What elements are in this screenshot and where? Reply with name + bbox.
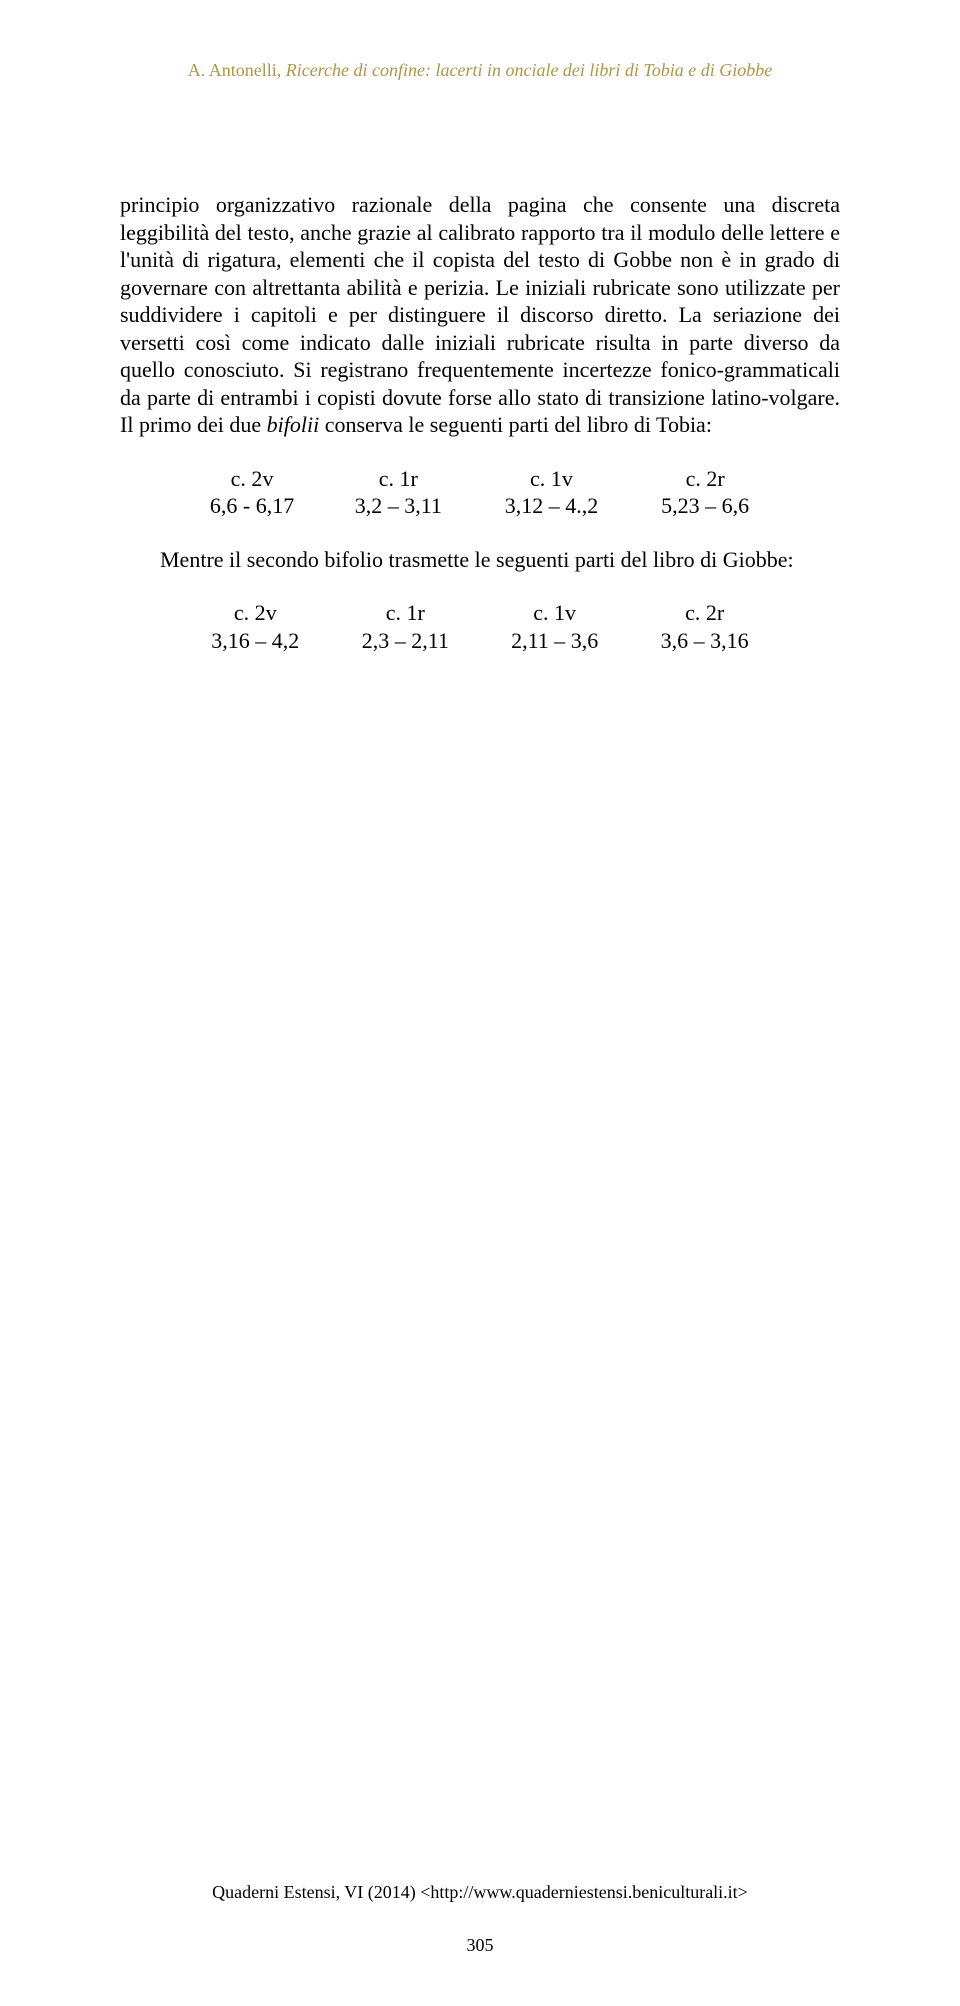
t2-h3b: v — [565, 600, 576, 625]
t2-h4b: r — [717, 600, 724, 625]
t2-h2b: r — [418, 600, 425, 625]
mid-paragraph: Mentre il secondo bifolio trasmette le s… — [120, 546, 840, 574]
page-footer: Quaderni Estensi, VI (2014) <http://www.… — [0, 1882, 960, 1956]
t1-h2a: c. 1 — [379, 466, 411, 491]
mid-post: trasmette le seguenti parti del libro di… — [383, 547, 794, 572]
mid-pre: Mentre il secondo — [160, 547, 324, 572]
t1-v1: 6,6 - 6,17 — [210, 493, 294, 518]
t1-v2: 3,2 – 3,11 — [355, 493, 442, 518]
page: A. Antonelli, Ricerche di confine: lacer… — [0, 0, 960, 2006]
footer-citation: Quaderni Estensi, VI (2014) <http://www.… — [0, 1882, 960, 1903]
t2-h1b: v — [266, 600, 277, 625]
header-author: A. Antonelli, — [188, 60, 286, 80]
t2-h4a: c. 2 — [685, 600, 717, 625]
t1-h2b: r — [411, 466, 418, 491]
body-paragraph: principio organizzativo razionale della … — [120, 191, 840, 439]
folio-table-2: c. 2v 3,16 – 4,2 c. 1r 2,3 – 2,11 c. 1v … — [180, 599, 780, 654]
running-header: A. Antonelli, Ricerche di confine: lacer… — [120, 60, 840, 81]
para-text-2: conserva le seguenti parti del libro di … — [319, 412, 712, 437]
header-title: Ricerche di confine: lacerti in onciale … — [286, 60, 773, 80]
t1-h3a: c. 1 — [530, 466, 562, 491]
t1-h1b: v — [262, 466, 273, 491]
t2-v2: 2,3 – 2,11 — [362, 628, 449, 653]
t1-h4b: r — [717, 466, 724, 491]
t1-h1a: c. 2 — [231, 466, 263, 491]
t1-v3: 3,12 – 4.,2 — [505, 493, 599, 518]
t1-h4a: c. 2 — [686, 466, 718, 491]
para-text-1: principio organizzativo razionale della … — [120, 192, 840, 437]
table-row: c. 2v 3,16 – 4,2 c. 1r 2,3 – 2,11 c. 1v … — [180, 599, 780, 654]
t2-h2a: c. 1 — [386, 600, 418, 625]
table-row: c. 2v 6,6 - 6,17 c. 1r 3,2 – 3,11 c. 1v … — [180, 465, 780, 520]
mid-ital: bifolio — [324, 547, 383, 572]
t2-h1a: c. 2 — [234, 600, 266, 625]
t1-h3b: v — [562, 466, 573, 491]
para-ital-1: bifolii — [267, 412, 320, 437]
t1-v4: 5,23 – 6,6 — [661, 493, 749, 518]
t2-v4: 3,6 – 3,16 — [661, 628, 749, 653]
page-number: 305 — [0, 1935, 960, 1956]
t2-v1: 3,16 – 4,2 — [211, 628, 299, 653]
folio-table-1: c. 2v 6,6 - 6,17 c. 1r 3,2 – 3,11 c. 1v … — [180, 465, 780, 520]
t2-v3: 2,11 – 3,6 — [511, 628, 598, 653]
t2-h3a: c. 1 — [533, 600, 565, 625]
